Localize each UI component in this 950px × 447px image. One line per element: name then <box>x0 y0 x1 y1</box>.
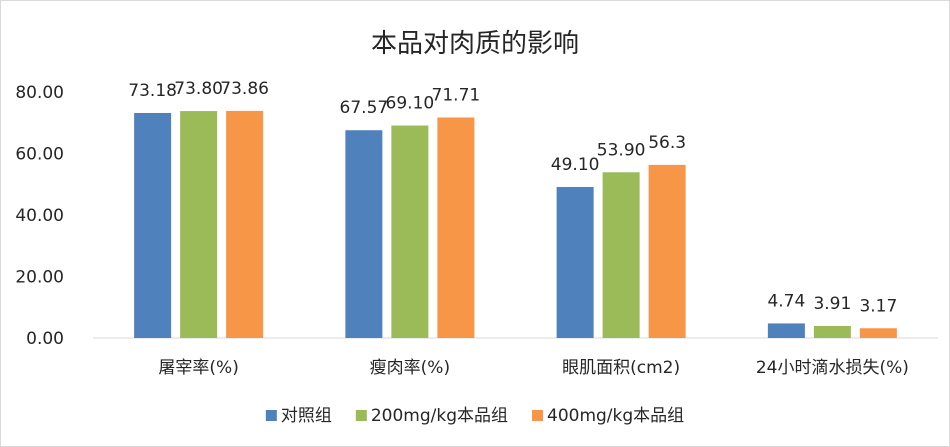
data-label: 53.90 <box>597 140 646 160</box>
bar-4-series-2 <box>813 325 851 338</box>
x-category-label: 24小时滴水损失(%) <box>756 358 909 378</box>
data-label: 69.10 <box>386 94 435 114</box>
legend-item: 400mg/kg本品组 <box>532 406 684 426</box>
x-category-label: 眼肌面积(cm2) <box>562 358 680 378</box>
y-axis-ticks: 0.00 20.00 40.00 60.00 80.00 <box>15 83 64 349</box>
bar-3-series-2 <box>602 172 640 338</box>
x-category-label: 瘦肉率(%) <box>370 358 450 378</box>
bar-2-series-1 <box>345 130 383 338</box>
y-tick-label: 40.00 <box>15 206 64 226</box>
legend-item: 对照组 <box>265 406 332 426</box>
legend-label: 对照组 <box>281 406 332 426</box>
data-label: 73.18 <box>128 81 177 101</box>
data-label: 56.3 <box>648 133 686 153</box>
legend-label: 200mg/kg本品组 <box>371 406 508 426</box>
bars-group <box>134 110 897 339</box>
data-label: 3.91 <box>813 294 851 314</box>
bar-3-series-1 <box>556 187 594 338</box>
y-tick-label: 20.00 <box>15 268 64 288</box>
bar-1-series-1 <box>134 112 172 338</box>
data-label: 3.17 <box>859 296 897 316</box>
bar-4-series-1 <box>767 323 805 338</box>
legend-swatch <box>355 410 367 421</box>
bar-1-series-2 <box>180 111 218 338</box>
data-label: 67.57 <box>340 98 389 118</box>
legend: 对照组 200mg/kg本品组 400mg/kg本品组 <box>265 406 684 426</box>
legend-swatch <box>265 410 277 421</box>
legend-swatch <box>532 410 543 421</box>
bar-2-series-2 <box>391 125 429 338</box>
data-label: 71.71 <box>432 85 481 105</box>
x-axis-categories: 屠宰率(%) 瘦肉率(%) 眼肌面积(cm2) 24小时滴水损失(%) <box>158 358 908 378</box>
legend-item: 200mg/kg本品组 <box>355 406 508 426</box>
bar-4-series-3 <box>859 328 897 338</box>
y-tick-label: 0.00 <box>26 329 64 349</box>
data-label: 73.86 <box>220 79 269 99</box>
chart-title: 本品对肉质的影响 <box>371 29 579 59</box>
data-label: 73.80 <box>174 79 223 99</box>
y-tick-label: 80.00 <box>15 83 64 103</box>
y-tick-label: 60.00 <box>15 145 64 165</box>
data-label: 4.74 <box>767 291 805 311</box>
data-label: 49.10 <box>551 155 600 175</box>
x-category-label: 屠宰率(%) <box>158 358 238 378</box>
bar-2-series-3 <box>437 117 475 338</box>
legend-label: 400mg/kg本品组 <box>547 406 684 426</box>
bar-1-series-3 <box>226 110 264 339</box>
bar-3-series-3 <box>648 164 686 338</box>
